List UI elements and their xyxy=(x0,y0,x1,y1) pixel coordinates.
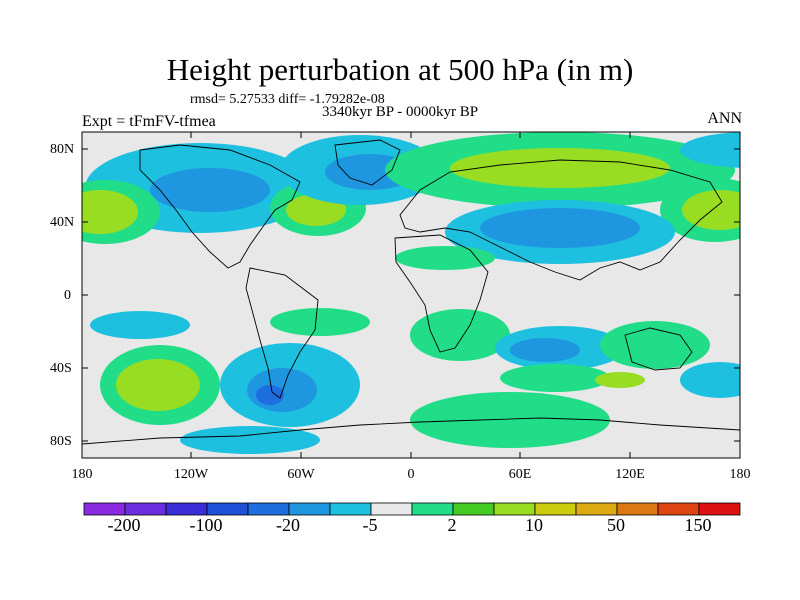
plot-title: Height perturbation at 500 hPa (in m) xyxy=(166,52,634,87)
coast-eurasia xyxy=(399,159,723,281)
contour-arctic-high-core xyxy=(450,148,670,188)
colorbar-swatch xyxy=(370,502,413,516)
contour-eurasia-low-core xyxy=(480,208,640,248)
contour-africa-high xyxy=(410,309,510,361)
contour-aus-high xyxy=(600,321,710,369)
contour-na-low-core xyxy=(150,168,270,212)
contour-sahara-band xyxy=(395,246,495,270)
x-tick-180e: 180 xyxy=(729,467,751,482)
x-tick-60e: 60E xyxy=(508,467,532,482)
y-tick-40n: 40N xyxy=(50,215,75,230)
contour-sp-high-core xyxy=(116,359,200,411)
colorbar-label: -20 xyxy=(276,515,300,535)
x-tick-120e: 120E xyxy=(615,467,645,482)
contour-np-high-core xyxy=(682,190,740,230)
coast-africa xyxy=(394,234,489,353)
colorbar-swatch xyxy=(288,502,331,516)
season-label: ANN xyxy=(707,110,742,127)
coast-antarctica xyxy=(82,417,740,445)
colorbar-swatch xyxy=(534,502,577,516)
colorbar-swatch xyxy=(411,502,454,516)
contour-so-high xyxy=(410,392,610,448)
time-period: 3340kyr BP - 0000kyr BP xyxy=(322,104,479,120)
coast-south-america xyxy=(245,267,319,399)
colorbar-swatch xyxy=(124,502,167,516)
experiment-label: Expt = tFmFV-tfmea xyxy=(82,113,216,130)
colorbar-swatch xyxy=(165,502,208,516)
contour-indian-low-core xyxy=(510,338,580,362)
contour-tasman-low xyxy=(680,362,740,398)
colorbar-swatch xyxy=(329,502,372,516)
x-tick-60w: 60W xyxy=(287,467,315,482)
coast-greenland xyxy=(334,139,401,186)
colorbar xyxy=(83,502,741,516)
x-tick-120w: 120W xyxy=(173,467,209,482)
contour-pacific-high-core xyxy=(82,190,138,234)
colorbar-label: -5 xyxy=(362,515,378,535)
contour-bering-low xyxy=(680,132,740,168)
colorbar-swatch xyxy=(575,502,618,516)
contour-field xyxy=(82,132,740,458)
contour-antarctic-low xyxy=(180,426,320,454)
colorbar-swatch xyxy=(698,502,741,516)
colorbar-swatch xyxy=(493,502,536,516)
coast-north-america xyxy=(139,144,301,269)
colorbar-label: 50 xyxy=(607,515,625,535)
colorbar-swatch xyxy=(206,502,249,516)
x-tick-180w: 180 xyxy=(71,467,93,482)
colorbar-swatch xyxy=(657,502,700,516)
contour-so-band xyxy=(500,364,610,392)
colorbar-swatch xyxy=(247,502,290,516)
colorbar-label: 150 xyxy=(684,515,712,535)
colorbar-swatch xyxy=(83,502,126,516)
coastlines xyxy=(82,139,740,445)
colorbar-swatch xyxy=(616,502,659,516)
y-tick-40s: 40S xyxy=(50,361,72,376)
contour-sa-low-peak xyxy=(256,385,284,405)
colorbar-label: -200 xyxy=(107,515,141,535)
y-tick-80n: 80N xyxy=(50,142,75,157)
colorbar-label: -100 xyxy=(189,515,223,535)
y-tick-marks xyxy=(82,148,740,442)
x-tick-0: 0 xyxy=(407,467,415,482)
y-tick-80s: 80S xyxy=(50,434,72,449)
colorbar-label: 10 xyxy=(525,515,543,535)
contour-tropical-low xyxy=(90,311,190,339)
x-tick-marks xyxy=(190,132,631,458)
colorbar-label: 2 xyxy=(447,515,457,535)
rmsd-stats: rmsd= 5.27533 diff= -1.79282e-08 xyxy=(190,92,385,107)
colorbar-swatch xyxy=(452,502,495,516)
contour-brazil-high xyxy=(270,308,370,336)
coast-australia xyxy=(624,327,693,371)
y-tick-0: 0 xyxy=(64,288,71,303)
contour-so-band-core xyxy=(595,372,645,388)
